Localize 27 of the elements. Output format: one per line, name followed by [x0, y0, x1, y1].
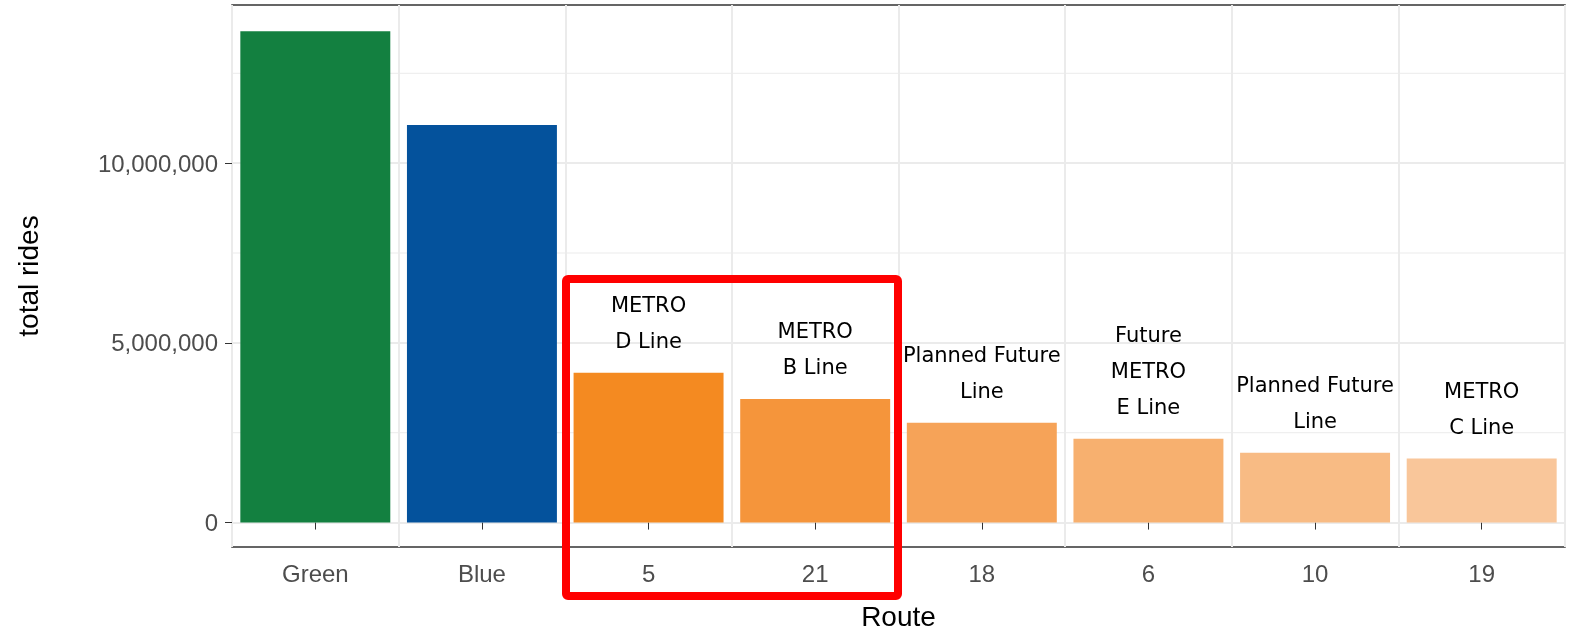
annotation: Planned Future Line	[1236, 372, 1394, 433]
y-tick-label: 0	[204, 509, 218, 537]
x-tick-label: Green	[281, 559, 349, 587]
x-tick-label: 6	[1141, 559, 1156, 587]
bar	[1406, 458, 1557, 523]
bar	[1073, 438, 1224, 523]
x-tick-label: Blue	[457, 559, 506, 587]
bar	[573, 372, 724, 523]
annotation: METRO B Line	[777, 318, 853, 379]
y-axis-title: total rides	[12, 215, 44, 337]
x-axis-title: Route	[861, 600, 936, 632]
annotation: METRO D Line	[610, 292, 687, 353]
bar	[740, 398, 891, 523]
y-tick-label: 10,000,000	[97, 149, 218, 177]
bar	[906, 422, 1057, 523]
x-tick-label: 21	[801, 559, 829, 587]
x-tick-label: 19	[1468, 559, 1496, 587]
x-tick-label: 18	[968, 559, 996, 587]
annotation: Planned Future Line	[902, 342, 1061, 403]
x-tick-label: 5	[641, 559, 656, 587]
annotation: METRO C Line	[1444, 378, 1520, 439]
bar	[406, 125, 557, 523]
y-tick-label: 5,000,000	[111, 329, 218, 357]
bar	[1240, 452, 1391, 523]
annotation: Future METRO E Line	[1110, 322, 1187, 419]
x-tick-label: 10	[1301, 559, 1329, 587]
bar	[240, 31, 391, 523]
